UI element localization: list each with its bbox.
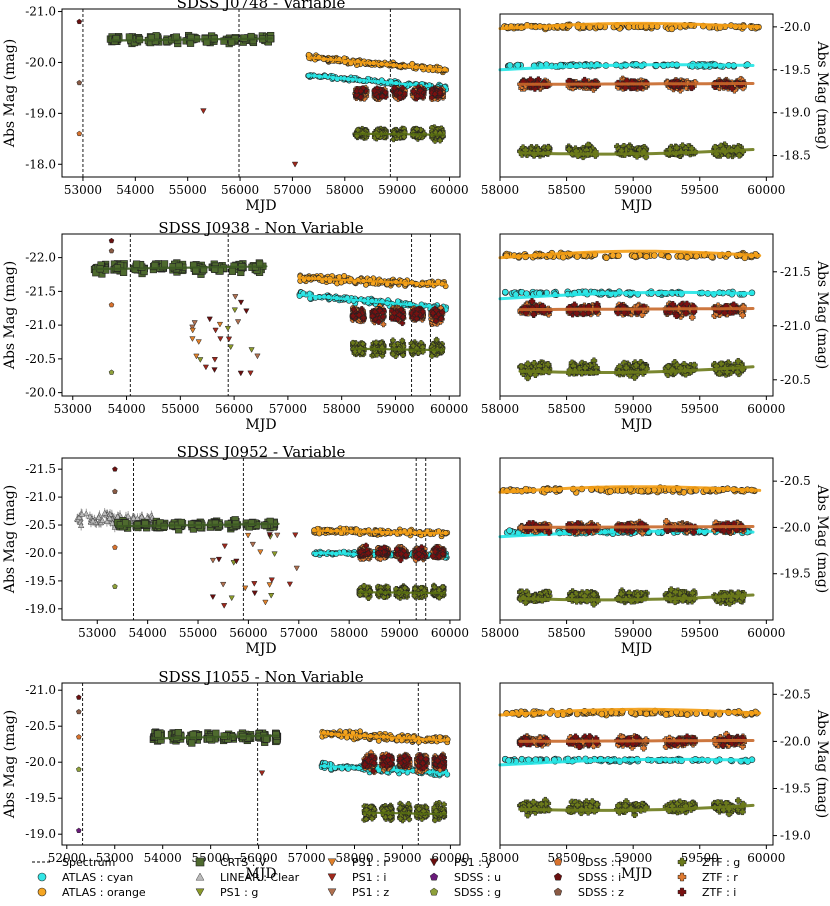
data-point [631,252,639,260]
y-tick-label: -21.0 [25,318,56,332]
data-point [677,253,685,260]
x-tick-label: 54000 [107,402,145,416]
x-tick-label: 59000 [376,402,414,416]
data-point [501,288,509,296]
data-point [112,35,120,43]
y-axis-label: Abs Mag (mag) [814,40,830,149]
y-tick-label: -22.0 [25,251,56,265]
x-tick-label: 60000 [430,402,468,416]
x-tick-label: 58000 [481,183,519,197]
data-point [506,62,514,69]
x-axis-label: MJD [621,198,652,214]
panel-1-left: 53000 54000 55000 56000 57000 58000 59000 60000… [2,0,469,214]
data-point [693,252,700,260]
y-tick-label: -18.0 [25,157,56,171]
panel-1-right: 58000 58500 59000 59500 60000 -18.5 -19.0 -19.5… [481,13,830,214]
y-tick-label: -19.0 [780,106,811,120]
data-point [514,61,522,69]
x-tick-label: 59000 [378,183,416,197]
crts-trend-line [107,37,273,42]
panel-title: SDSS J0748 - Variable [177,0,346,12]
ztf-g-trend [354,132,446,136]
x-tick-label: 56000 [215,402,253,416]
data-point [609,252,617,259]
ztf-r-trend [518,82,755,86]
y-tick-label: -20.5 [25,352,56,366]
x-axis-label: MJD [245,417,276,433]
data-point [573,253,581,260]
sdss-point [76,130,83,137]
data-point [625,23,633,31]
y-axis-label: Abs Mag (mag) [2,261,18,370]
x-tick-label: 60000 [747,183,785,197]
panel-2-right: 58000 58500 59000 59500 60000-20.5-21.0-21.5… [481,233,830,433]
data-point [708,253,715,261]
x-tick-label: 58000 [326,183,364,197]
x-tick-label: 58000 [323,402,361,416]
data-point [187,33,195,42]
data-point [132,260,141,268]
panel-2-left: 53000 54000 55000 56000 57000 58000 59000 60000… [2,219,468,433]
data-point [169,263,177,271]
sdss-point [76,18,83,25]
y-axis-label: Abs Mag (mag) [2,39,18,148]
data-point [160,260,169,268]
y-tick-label: -19.5 [780,63,811,77]
y-tick-label: -19.0 [25,106,56,120]
x-tick-label: 58500 [547,183,585,197]
x-tick-label: 56000 [221,183,259,197]
data-point [643,253,650,260]
x-tick-label: 59000 [614,183,652,197]
y-tick-label: -18.5 [780,149,811,163]
x-tick-label: 55000 [161,402,199,416]
data-point [119,268,128,276]
data-point [603,254,610,262]
y-tick-label: -21.0 [25,5,56,19]
panel-title: SDSS J0938 - Non Variable [158,219,363,237]
x-tick-label: 54000 [116,183,154,197]
atlas-orange-trend [307,56,448,72]
ps1-point [291,161,299,168]
y-tick-label: -20.0 [25,386,56,400]
x-tick-label: 57000 [269,402,307,416]
y-tick-label: -20.0 [25,55,56,69]
data-point [559,253,567,261]
x-tick-label: 60000 [430,183,468,197]
data-point [220,37,228,45]
y-tick-label: -21.5 [25,284,56,298]
sdss-point [76,79,83,86]
data-point [665,253,672,261]
ps1-point [200,108,207,115]
x-tick-label: 59500 [681,183,719,197]
data-point [615,252,622,260]
x-tick-label: 53000 [54,402,92,416]
x-tick-label: 53000 [64,183,102,197]
x-tick-label: 55000 [169,183,207,197]
x-axis-label: MJD [245,198,276,214]
data-point [228,267,237,275]
data-point [668,25,676,33]
y-tick-label: -20.0 [780,20,811,34]
data-point [683,254,691,261]
x-tick-label: 57000 [273,183,311,197]
ztf-r-trend [518,307,755,312]
data-point [651,252,658,259]
ztf-g-trend [351,347,445,352]
